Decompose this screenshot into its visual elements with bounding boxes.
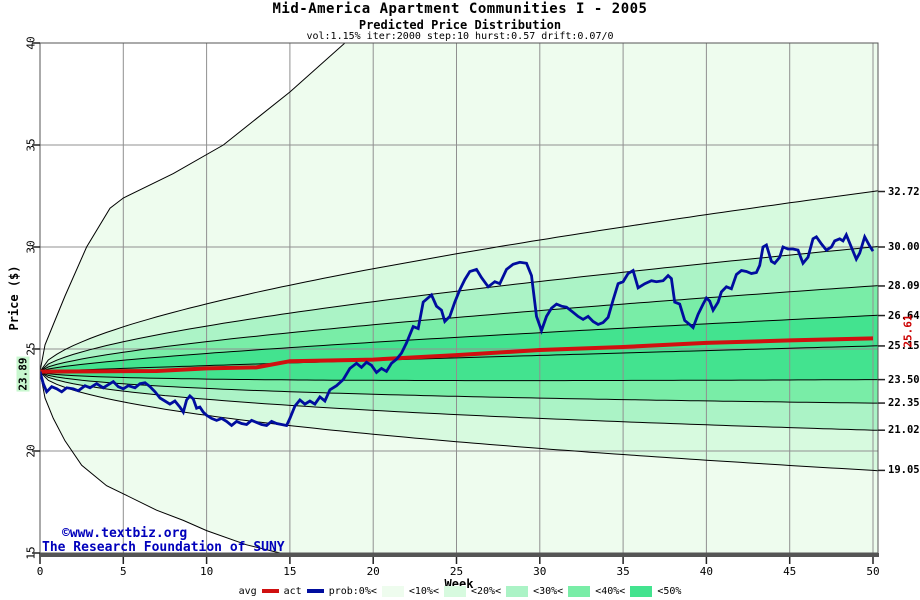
- contour-30pct-top: [40, 285, 878, 373]
- fan-chart-layer: [40, 43, 878, 553]
- right-value-label: 19.05: [888, 464, 920, 477]
- x-tick-label: 15: [283, 565, 297, 578]
- legend-avg-label: avg: [238, 585, 257, 597]
- watermark-foundation: The Research Foundation of SUNY: [42, 540, 285, 555]
- contour-40pct-top: [40, 314, 878, 373]
- x-tick-label: 10: [199, 565, 214, 578]
- right-value-label: 26.64: [888, 309, 920, 322]
- legend-prob-swatch: [381, 585, 404, 597]
- contour-median: [40, 345, 878, 373]
- avg-price-line: [40, 336, 874, 374]
- x-tick-label: 35: [616, 565, 630, 578]
- start-price-label: 23.89: [16, 356, 30, 392]
- contour-0pct-bottom: [40, 371, 281, 553]
- contour-10pct-top: [40, 190, 878, 372]
- right-value-label: 22.35: [888, 397, 920, 410]
- right-value-label: 25.15: [888, 339, 920, 352]
- legend-prob-label: prob:0%<: [328, 585, 377, 597]
- x-tick-label: 30: [533, 565, 547, 578]
- x-tick-label: 20: [366, 565, 380, 578]
- x-tick-label: 40: [699, 565, 714, 578]
- y-tick-label: 40: [24, 36, 38, 50]
- chart-params-line: vol:1.15% iter:2000 step:10 hurst:0.57 d…: [306, 31, 614, 42]
- watermark-url: ©www.textbiz.org: [62, 526, 188, 541]
- legend-prob-label: <20%<: [470, 585, 502, 597]
- chart-title: Mid-America Apartment Communities I - 20…: [272, 1, 648, 17]
- x-axis-line: [39, 553, 879, 557]
- legend-act-swatch: [306, 589, 324, 593]
- right-value-label: 32.72: [888, 185, 920, 198]
- x-tick-label: 45: [783, 565, 797, 578]
- y-tick-label: 35: [24, 138, 38, 152]
- legend-act-label: act: [283, 585, 302, 597]
- contour-10pct-bottom: [40, 371, 878, 472]
- legend-avg-swatch: [261, 589, 279, 593]
- chart-subtitle: Predicted Price Distribution: [358, 18, 562, 32]
- y-tick-label: 20: [24, 444, 38, 458]
- x-tick-label: 25: [449, 565, 464, 578]
- contour-40pct-bottom: [40, 371, 878, 382]
- right-value-label: 21.02: [888, 424, 920, 437]
- x-tick-label: 50: [866, 565, 880, 578]
- legend: avg act prob:0%< <10%< <20%< <30%< <40%< <50%: [0, 584, 920, 598]
- y-axis-label: Price ($): [7, 265, 21, 331]
- legend-prob-label: <50%: [657, 585, 682, 597]
- right-value-label: 28.09: [888, 279, 920, 292]
- contour-0pct-top: [40, 43, 346, 372]
- legend-prob-swatch: [506, 585, 529, 597]
- x-tick-label: 5: [119, 565, 127, 578]
- right-value-label: 23.50: [888, 373, 920, 386]
- y-tick-label: 25: [24, 342, 38, 356]
- contour-30pct-bottom: [40, 371, 878, 404]
- actual-price-line: [40, 231, 875, 428]
- y-tick-label: 15: [24, 546, 38, 560]
- contour-20pct-bottom: [40, 371, 878, 431]
- x-tick-label: 0: [36, 565, 44, 578]
- y-tick-label: 30: [24, 240, 38, 254]
- legend-prob-label: <40%<: [595, 585, 626, 597]
- legend-prob-label: <10%<: [408, 585, 439, 597]
- legend-prob-swatch: [630, 585, 653, 597]
- avg-end-price-label: 25.61: [901, 314, 915, 348]
- legend-prob-swatch: [443, 585, 466, 597]
- right-value-label: 30.00: [888, 241, 920, 253]
- legend-prob-label: <30%<: [533, 585, 564, 597]
- legend-prob-swatch: [568, 585, 591, 597]
